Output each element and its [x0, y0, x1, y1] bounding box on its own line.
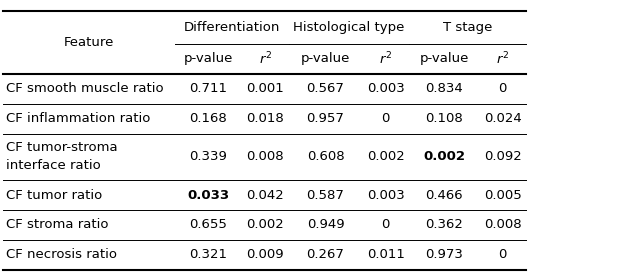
Text: $r^{2}$: $r^{2}$: [496, 50, 509, 67]
Text: 0.092: 0.092: [484, 150, 522, 163]
Text: 0: 0: [381, 219, 390, 231]
Text: 0.267: 0.267: [307, 248, 344, 261]
Text: Differentiation: Differentiation: [184, 21, 280, 34]
Text: 0.008: 0.008: [246, 150, 284, 163]
Text: 0.339: 0.339: [189, 150, 227, 163]
Text: 0.168: 0.168: [189, 112, 227, 125]
Text: CF smooth muscle ratio: CF smooth muscle ratio: [6, 82, 164, 95]
Text: 0.321: 0.321: [189, 248, 227, 261]
Text: 0.042: 0.042: [246, 189, 284, 201]
Text: 0.002: 0.002: [367, 150, 404, 163]
Text: 0: 0: [381, 112, 390, 125]
Text: CF tumor ratio: CF tumor ratio: [6, 189, 102, 201]
Text: 0.711: 0.711: [189, 82, 227, 95]
Text: 0.024: 0.024: [484, 112, 522, 125]
Text: Histological type: Histological type: [293, 21, 404, 34]
Text: CF necrosis ratio: CF necrosis ratio: [6, 248, 117, 261]
Text: 0.655: 0.655: [189, 219, 227, 231]
Text: 0.002: 0.002: [423, 150, 465, 163]
Text: 0: 0: [499, 248, 507, 261]
Text: $r^{2}$: $r^{2}$: [259, 50, 272, 67]
Text: 0.003: 0.003: [367, 189, 404, 201]
Text: 0: 0: [499, 82, 507, 95]
Text: $r^{2}$: $r^{2}$: [379, 50, 392, 67]
Text: 0.587: 0.587: [307, 189, 344, 201]
Text: p-value: p-value: [184, 52, 233, 65]
Text: 0.973: 0.973: [425, 248, 463, 261]
Text: 0.033: 0.033: [188, 189, 229, 201]
Text: p-value: p-value: [419, 52, 469, 65]
Text: 0.003: 0.003: [367, 82, 404, 95]
Text: 0.362: 0.362: [425, 219, 463, 231]
Text: 0.001: 0.001: [246, 82, 284, 95]
Text: 0.466: 0.466: [426, 189, 463, 201]
Text: 0.834: 0.834: [426, 82, 463, 95]
Text: Feature: Feature: [64, 36, 114, 49]
Text: CF inflammation ratio: CF inflammation ratio: [6, 112, 151, 125]
Text: T stage: T stage: [443, 21, 492, 34]
Text: interface ratio: interface ratio: [6, 159, 101, 172]
Text: 0.008: 0.008: [484, 219, 522, 231]
Text: 0.018: 0.018: [246, 112, 284, 125]
Text: 0.011: 0.011: [367, 248, 404, 261]
Text: 0.005: 0.005: [484, 189, 522, 201]
Text: 0.009: 0.009: [246, 248, 284, 261]
Text: 0.957: 0.957: [307, 112, 344, 125]
Text: CF tumor-stroma: CF tumor-stroma: [6, 141, 118, 154]
Text: 0.002: 0.002: [246, 219, 284, 231]
Text: CF stroma ratio: CF stroma ratio: [6, 219, 109, 231]
Text: p-value: p-value: [301, 52, 350, 65]
Text: 0.608: 0.608: [307, 150, 344, 163]
Text: 0.108: 0.108: [426, 112, 463, 125]
Text: 0.567: 0.567: [307, 82, 344, 95]
Text: 0.949: 0.949: [307, 219, 344, 231]
